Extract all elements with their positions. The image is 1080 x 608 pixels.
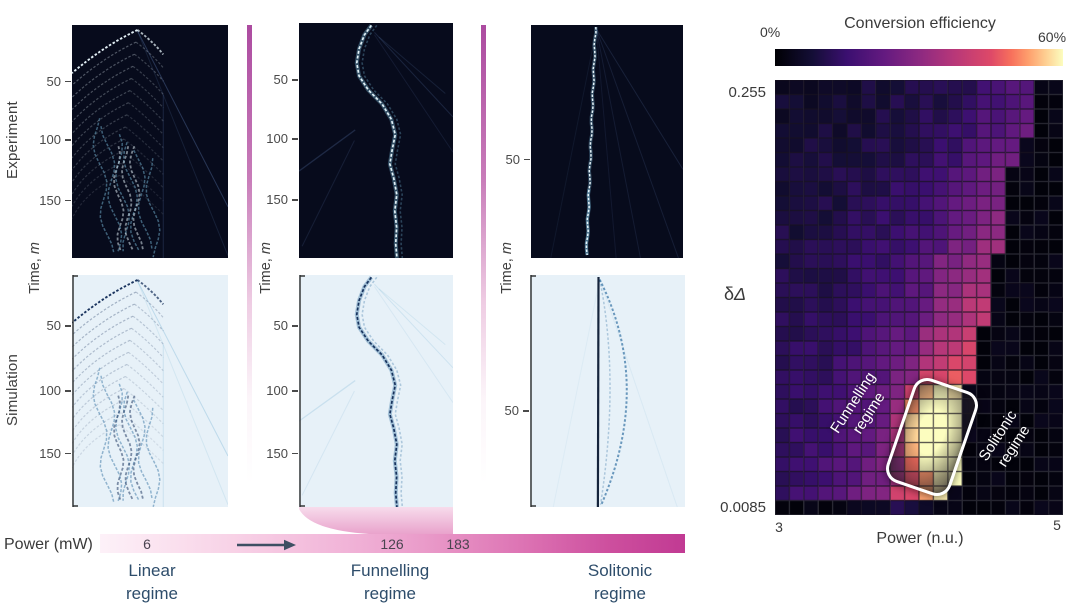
time-axis-label: Time, m [499,242,515,294]
colorbar-title: Conversion efficiency [844,15,996,32]
y-tick-mark [65,452,71,455]
power-gradient-bar [100,534,685,553]
kymograph-simulation-funnelling [299,275,453,507]
y-tick-label: 150 [266,192,288,208]
y-tick-label: 100 [39,132,61,148]
y-tick-label: 150 [266,445,288,461]
funnel-connector-shape [299,507,453,534]
y-tick-mark [65,139,71,141]
y-tick-mark [292,325,298,327]
y-tick-label: 50 [273,72,288,88]
colorbar [775,49,1063,66]
y-axis-max-label: 0.255 [728,84,766,101]
power-tick-label: 6 [143,536,151,552]
time-axis-label: Time, m [27,242,43,294]
power-tick-label: 183 [446,536,470,552]
y-tick-mark [65,390,71,392]
regime-label-linear: Linear regime [126,561,178,603]
colorbar-min-label: 0% [760,24,781,40]
y-tick-label: 150 [39,445,61,461]
x-axis-max-label: 5 [1053,517,1061,533]
x-axis-min-label: 3 [775,519,783,535]
regime-divider-bar-1 [247,25,252,503]
colorbar-max-label: 60% [1038,29,1067,45]
y-tick-label: 50 [46,318,61,334]
y-tick-label: 50 [505,151,520,167]
regime-label-solitonic: Solitonic regime [587,561,653,603]
y-tick-mark [65,80,71,83]
y-tick-mark [65,199,71,202]
y-axis-title: δΔ [724,284,747,304]
kymograph-experiment-linear [72,25,228,258]
y-tick-label: 50 [46,73,61,89]
power-axis-label: Power (mW) [4,536,93,553]
power-arrow-icon [237,539,296,551]
kymograph-simulation-solitonic [530,275,685,507]
kymograph-simulation-linear [72,275,228,507]
time-axis-label: Time, m [258,242,274,294]
experiment-row-label: Experiment [3,101,21,179]
y-tick-mark [292,390,298,392]
power-tick-label: 126 [380,536,404,552]
y-tick-label: 100 [266,383,288,399]
y-tick-label: 50 [504,403,519,419]
y-tick-label: 50 [273,318,288,334]
y-tick-label: 150 [39,192,61,208]
y-tick-mark [292,452,298,455]
y-tick-mark [65,325,71,327]
simulation-row-label: Simulation [3,353,21,427]
kymograph-experiment-funnelling [299,23,453,258]
regime-label-funnelling: Funnelling regime [350,561,430,603]
y-tick-label: 100 [266,131,288,147]
x-axis-title: Power (n.u.) [876,530,964,547]
y-tick-mark [523,410,529,412]
y-tick-mark [292,138,298,140]
y-tick-mark [292,79,298,81]
kymograph-experiment-solitonic [531,25,683,258]
y-axis-min-label: 0.0085 [720,499,766,516]
regime-divider-bar-2 [481,25,486,503]
y-tick-label: 100 [39,383,61,399]
y-tick-mark [524,158,530,161]
y-tick-mark [292,199,298,201]
